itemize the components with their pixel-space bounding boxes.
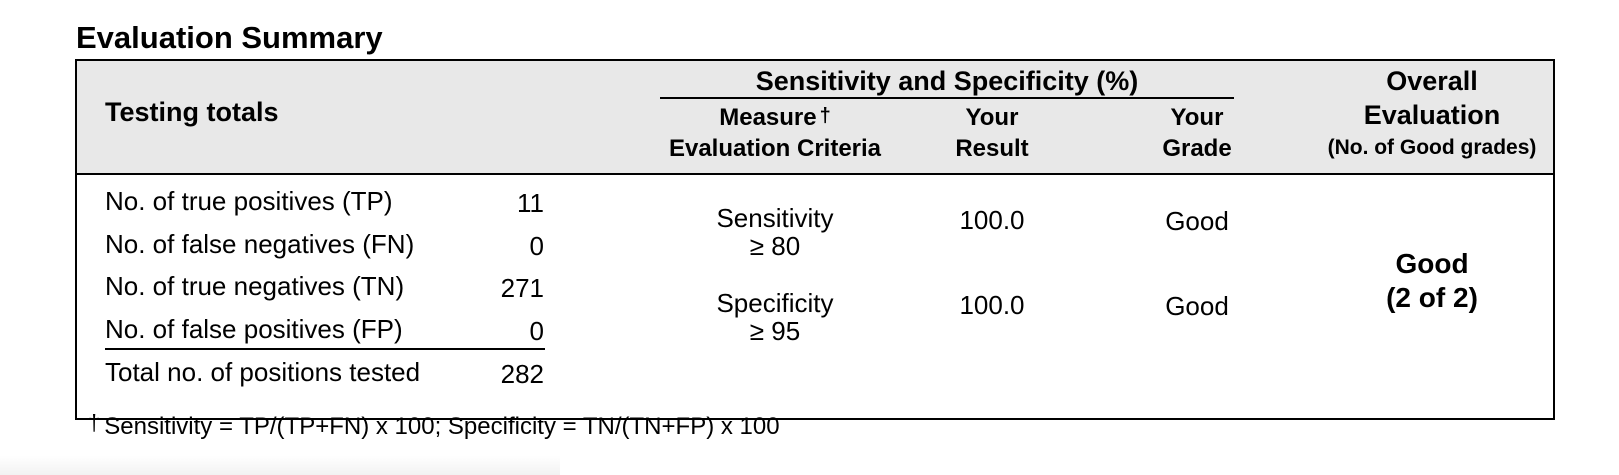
totals-row-value: 271 <box>500 273 544 303</box>
measure-criteria-heading: Measure † Evaluation Criteria <box>660 103 890 165</box>
totals-row-label: No. of true positives (TP) <box>105 186 393 216</box>
totals-row-label: Total no. of positions tested <box>105 357 421 387</box>
overall-grade: Good <box>1395 248 1469 279</box>
group-heading-rule <box>660 97 1234 99</box>
your-result-heading: Your Result <box>917 103 1067 165</box>
measure-criteria: ≥ 95 <box>749 316 801 346</box>
overall-line3: (No. of Good grades) <box>1327 136 1537 159</box>
your-result-line1: Your <box>965 104 1019 131</box>
measure-criteria-cell: Specificity ≥ 95 <box>660 289 890 345</box>
evaluation-criteria-label: Evaluation Criteria <box>668 135 882 162</box>
grade-cell: Good <box>1165 291 1229 321</box>
measure-name: Specificity <box>716 288 834 318</box>
footnote-dagger: † <box>88 410 101 435</box>
footnote-text: Sensitivity = TP/(TP+FN) x 100; Specific… <box>104 413 780 440</box>
grade-cell: Good <box>1165 206 1229 236</box>
totals-row-label: No. of false positives (FP) <box>105 314 403 344</box>
page-edge-shade <box>0 456 560 475</box>
sensitivity-specificity-heading: Sensitivity and Specificity (%) <box>755 66 1139 96</box>
totals-row-value: 0 <box>529 316 544 346</box>
page-title: Evaluation Summary <box>76 20 383 55</box>
measure-criteria: ≥ 80 <box>749 231 801 261</box>
totals-row-value: 11 <box>517 188 544 218</box>
result-cell: 100.0 <box>959 290 1025 320</box>
totals-row-value: 282 <box>500 359 544 389</box>
your-grade-heading: Your Grade <box>1122 103 1272 165</box>
overall-line2: Evaluation <box>1363 100 1501 130</box>
evaluation-summary-table: Testing totals Sensitivity and Specifici… <box>75 59 1555 420</box>
testing-totals-heading: Testing totals <box>105 97 279 127</box>
your-grade-line1: Your <box>1170 104 1224 131</box>
result-cell: 100.0 <box>959 205 1025 235</box>
measure-label: Measure <box>719 104 817 131</box>
totals-row-label: No. of false negatives (FN) <box>105 229 415 259</box>
overall-evaluation-cell: Good (2 of 2) <box>1307 247 1557 315</box>
measure-name: Sensitivity <box>716 203 834 233</box>
dagger-symbol: † <box>819 105 831 127</box>
overall-line1: Overall <box>1386 66 1478 96</box>
overall-evaluation-heading: Overall Evaluation (No. of Good grades) <box>1307 64 1557 160</box>
table-header: Testing totals Sensitivity and Specifici… <box>77 61 1553 175</box>
totals-row-label: No. of true negatives (TN) <box>105 271 405 301</box>
totals-row-value: 0 <box>529 231 544 261</box>
measure-criteria-cell: Sensitivity ≥ 80 <box>660 204 890 260</box>
totals-sum-rule <box>105 348 545 350</box>
footnote: † Sensitivity = TP/(TP+FN) x 100; Specifi… <box>88 410 780 441</box>
overall-count: (2 of 2) <box>1386 282 1478 313</box>
your-grade-line2: Grade <box>1162 135 1232 162</box>
your-result-line2: Result <box>955 135 1029 162</box>
